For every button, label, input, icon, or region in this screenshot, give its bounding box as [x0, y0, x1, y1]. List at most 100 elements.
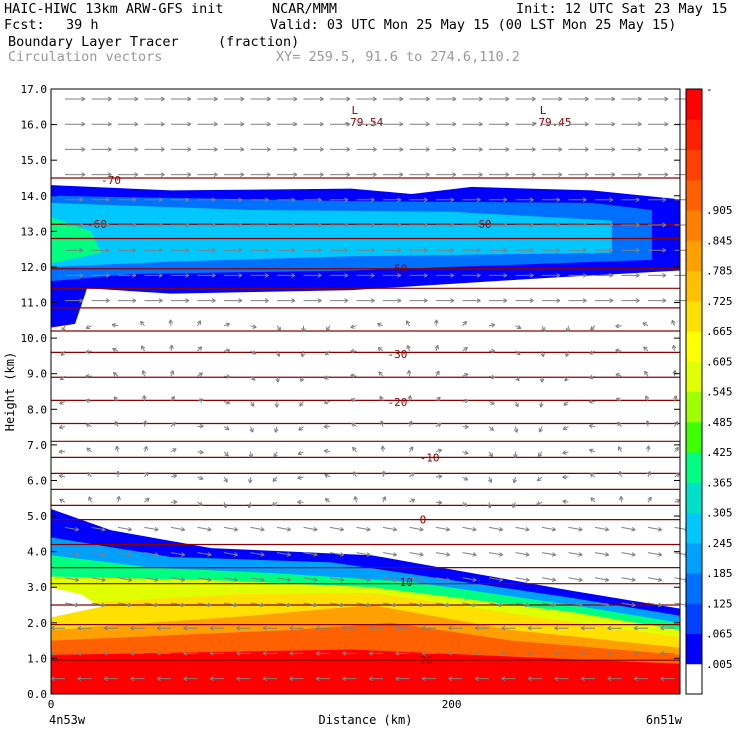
vector-head	[474, 625, 479, 629]
vector-head	[183, 652, 188, 656]
vector-shaft	[356, 577, 371, 581]
vector-head	[344, 247, 349, 251]
vector-head	[478, 174, 483, 177]
vector-head	[379, 420, 382, 425]
vector-head	[372, 98, 377, 102]
vector-head	[346, 147, 351, 150]
vector-head	[85, 324, 89, 329]
vector-shaft	[144, 526, 159, 531]
vector-head	[513, 429, 518, 433]
vector-shaft	[541, 577, 556, 581]
vector-head	[313, 604, 318, 608]
vector-head	[279, 326, 282, 331]
vector-head	[353, 471, 358, 475]
vector-head	[580, 625, 585, 629]
vector-head	[637, 148, 642, 152]
vector-head	[448, 651, 453, 654]
vector-head	[260, 602, 265, 606]
vector-head	[180, 529, 185, 532]
vector-head	[199, 478, 204, 481]
vector-head	[160, 121, 165, 125]
vector-head	[380, 420, 385, 425]
low-marker: L	[540, 104, 547, 117]
vector-head	[291, 224, 296, 228]
x-left-label: 4n53w	[49, 713, 86, 727]
vector-head	[505, 148, 510, 152]
vector-head	[130, 651, 135, 654]
vector-head	[213, 123, 218, 127]
vector-shaft	[541, 552, 556, 556]
vector-head	[580, 652, 585, 656]
vector-head	[113, 396, 119, 399]
vector-head	[499, 602, 504, 606]
colorbar-segment	[686, 542, 702, 574]
vector-head	[472, 577, 477, 581]
vector-head	[238, 247, 243, 251]
vector-head	[499, 577, 504, 581]
vector-shaft	[515, 577, 530, 581]
vector-shaft	[568, 552, 583, 556]
vector-shaft	[117, 577, 132, 581]
vector-head	[399, 123, 404, 127]
vector-head	[368, 676, 373, 680]
vector-head	[238, 224, 243, 228]
vector-head	[300, 378, 305, 383]
vector-head	[438, 449, 443, 454]
colorbar-label: .365	[706, 476, 733, 489]
colorbar-label: .065	[706, 628, 733, 641]
vector-head	[514, 404, 519, 408]
vector-head	[248, 454, 252, 459]
vector-head	[236, 651, 241, 654]
vector-head	[291, 273, 296, 276]
vector-head	[293, 147, 298, 150]
model-title: HAIC-HIWC 13km ARW-GFS init	[4, 1, 224, 17]
colorbar-segment	[686, 573, 702, 604]
vector-head	[642, 322, 646, 327]
vector-head	[253, 350, 257, 355]
vector-head	[452, 147, 457, 150]
vector-head	[368, 652, 373, 656]
vector-head	[406, 345, 409, 350]
vector-head	[274, 403, 278, 408]
vector-head	[646, 420, 651, 425]
vector-head	[618, 471, 621, 476]
vector-shaft	[303, 552, 318, 556]
vector-head	[339, 554, 344, 557]
vector-head	[317, 197, 322, 201]
vector-head	[541, 378, 545, 383]
vector-head	[657, 554, 662, 557]
vector-head	[81, 174, 86, 177]
vector-head	[372, 172, 377, 176]
plot-frame	[50, 88, 681, 695]
vector-head	[607, 678, 612, 681]
vector-head	[397, 300, 402, 303]
vector-head	[580, 627, 585, 631]
vector-head	[423, 222, 428, 226]
vector-head	[101, 529, 106, 532]
vector-head	[609, 224, 614, 228]
vector-head	[637, 96, 642, 100]
vector-head	[226, 374, 231, 378]
vector-head	[370, 274, 375, 278]
vector-head	[562, 499, 567, 502]
vector-head	[313, 529, 318, 532]
vector-head	[77, 625, 82, 629]
vector-head	[425, 148, 430, 152]
vector-head	[225, 322, 230, 325]
vector-head	[446, 526, 451, 531]
vector-head	[505, 174, 510, 177]
vector-head	[631, 552, 636, 556]
vector-head	[648, 445, 651, 450]
vector-head	[476, 197, 481, 201]
vector-head	[132, 247, 137, 251]
vector-head	[293, 148, 298, 152]
vector-head	[319, 98, 324, 102]
vector-head	[142, 370, 147, 374]
vector-head	[558, 98, 563, 102]
vector-head	[464, 400, 469, 404]
vector-head	[635, 222, 640, 226]
vector-head	[105, 247, 110, 251]
vector-head	[582, 197, 587, 201]
vector-shaft	[409, 526, 424, 531]
vector-head	[207, 529, 212, 532]
